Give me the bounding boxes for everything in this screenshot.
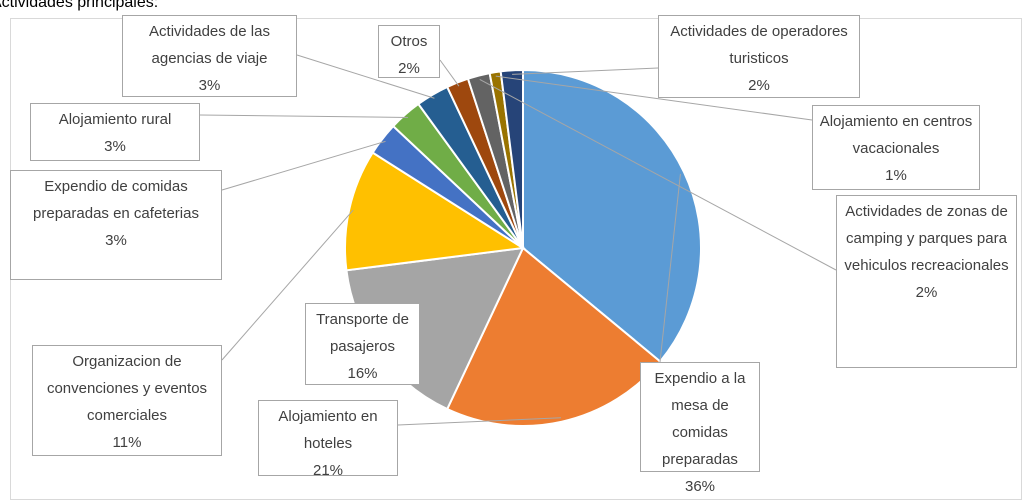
leader-line [221,209,354,361]
data-label: Actividades de las agencias de viaje 3% [122,15,297,97]
label-value: 11% [112,434,142,451]
data-label: Otros 2% [378,25,440,78]
label-name: Actividades de zonas de camping y parque… [844,203,1009,274]
label-value: 3% [104,138,126,155]
data-label: Actividades de zonas de camping y parque… [836,195,1017,368]
data-label: Actividades de operadores turisticos 2% [658,15,860,98]
leader-line [221,140,386,191]
data-label: Expendio de comidas preparadas en cafete… [10,170,222,280]
data-label: Organizacion de convenciones y eventos c… [32,345,222,456]
label-name: Alojamiento en centros vacacionales [819,113,973,157]
leader-line [479,79,837,271]
label-name: Expendio a la mesa de comidas preparadas [654,370,746,468]
chart [199,54,837,427]
label-name: Transporte de pasajeros [316,311,409,355]
label-value: 3% [105,232,127,249]
leader-line [512,67,659,75]
label-name: Actividades de las agencias de viaje [149,23,270,67]
leader-line [296,54,435,99]
chart-title: Actividades principales: [0,0,159,11]
data-label: Alojamiento en hoteles 21% [258,400,398,479]
label-value: 2% [398,60,420,77]
data-label: Expendio a la mesa de comidas preparadas… [640,362,760,495]
leader-line [495,75,813,121]
pie-slice [499,68,524,249]
leader-line [199,114,408,118]
leader-line [659,173,681,363]
label-value: 2% [748,77,770,94]
pie-slice [344,151,526,272]
leader-line [397,417,561,426]
label-name: Expendio de comidas preparadas en cafete… [33,178,199,222]
label-name: Organizacion de convenciones y eventos c… [46,353,208,424]
label-value: 1% [885,167,907,184]
label-value: 3% [198,77,221,94]
label-name: Alojamiento rural [58,111,172,128]
data-label: Transporte de pasajeros 16% [305,303,420,385]
label-value: 21% [312,462,344,479]
leader-line [439,59,460,87]
data-label: Alojamiento en centros vacacionales 1% [812,105,980,190]
pie-slice [522,68,702,363]
label-value: 2% [915,284,938,301]
label-name: Actividades de operadores turisticos [670,23,848,67]
label-name: Alojamiento en hoteles [278,408,378,452]
label-name: Otros [390,33,428,50]
data-label: Alojamiento rural 3% [30,103,200,161]
label-value: 16% [347,365,378,382]
